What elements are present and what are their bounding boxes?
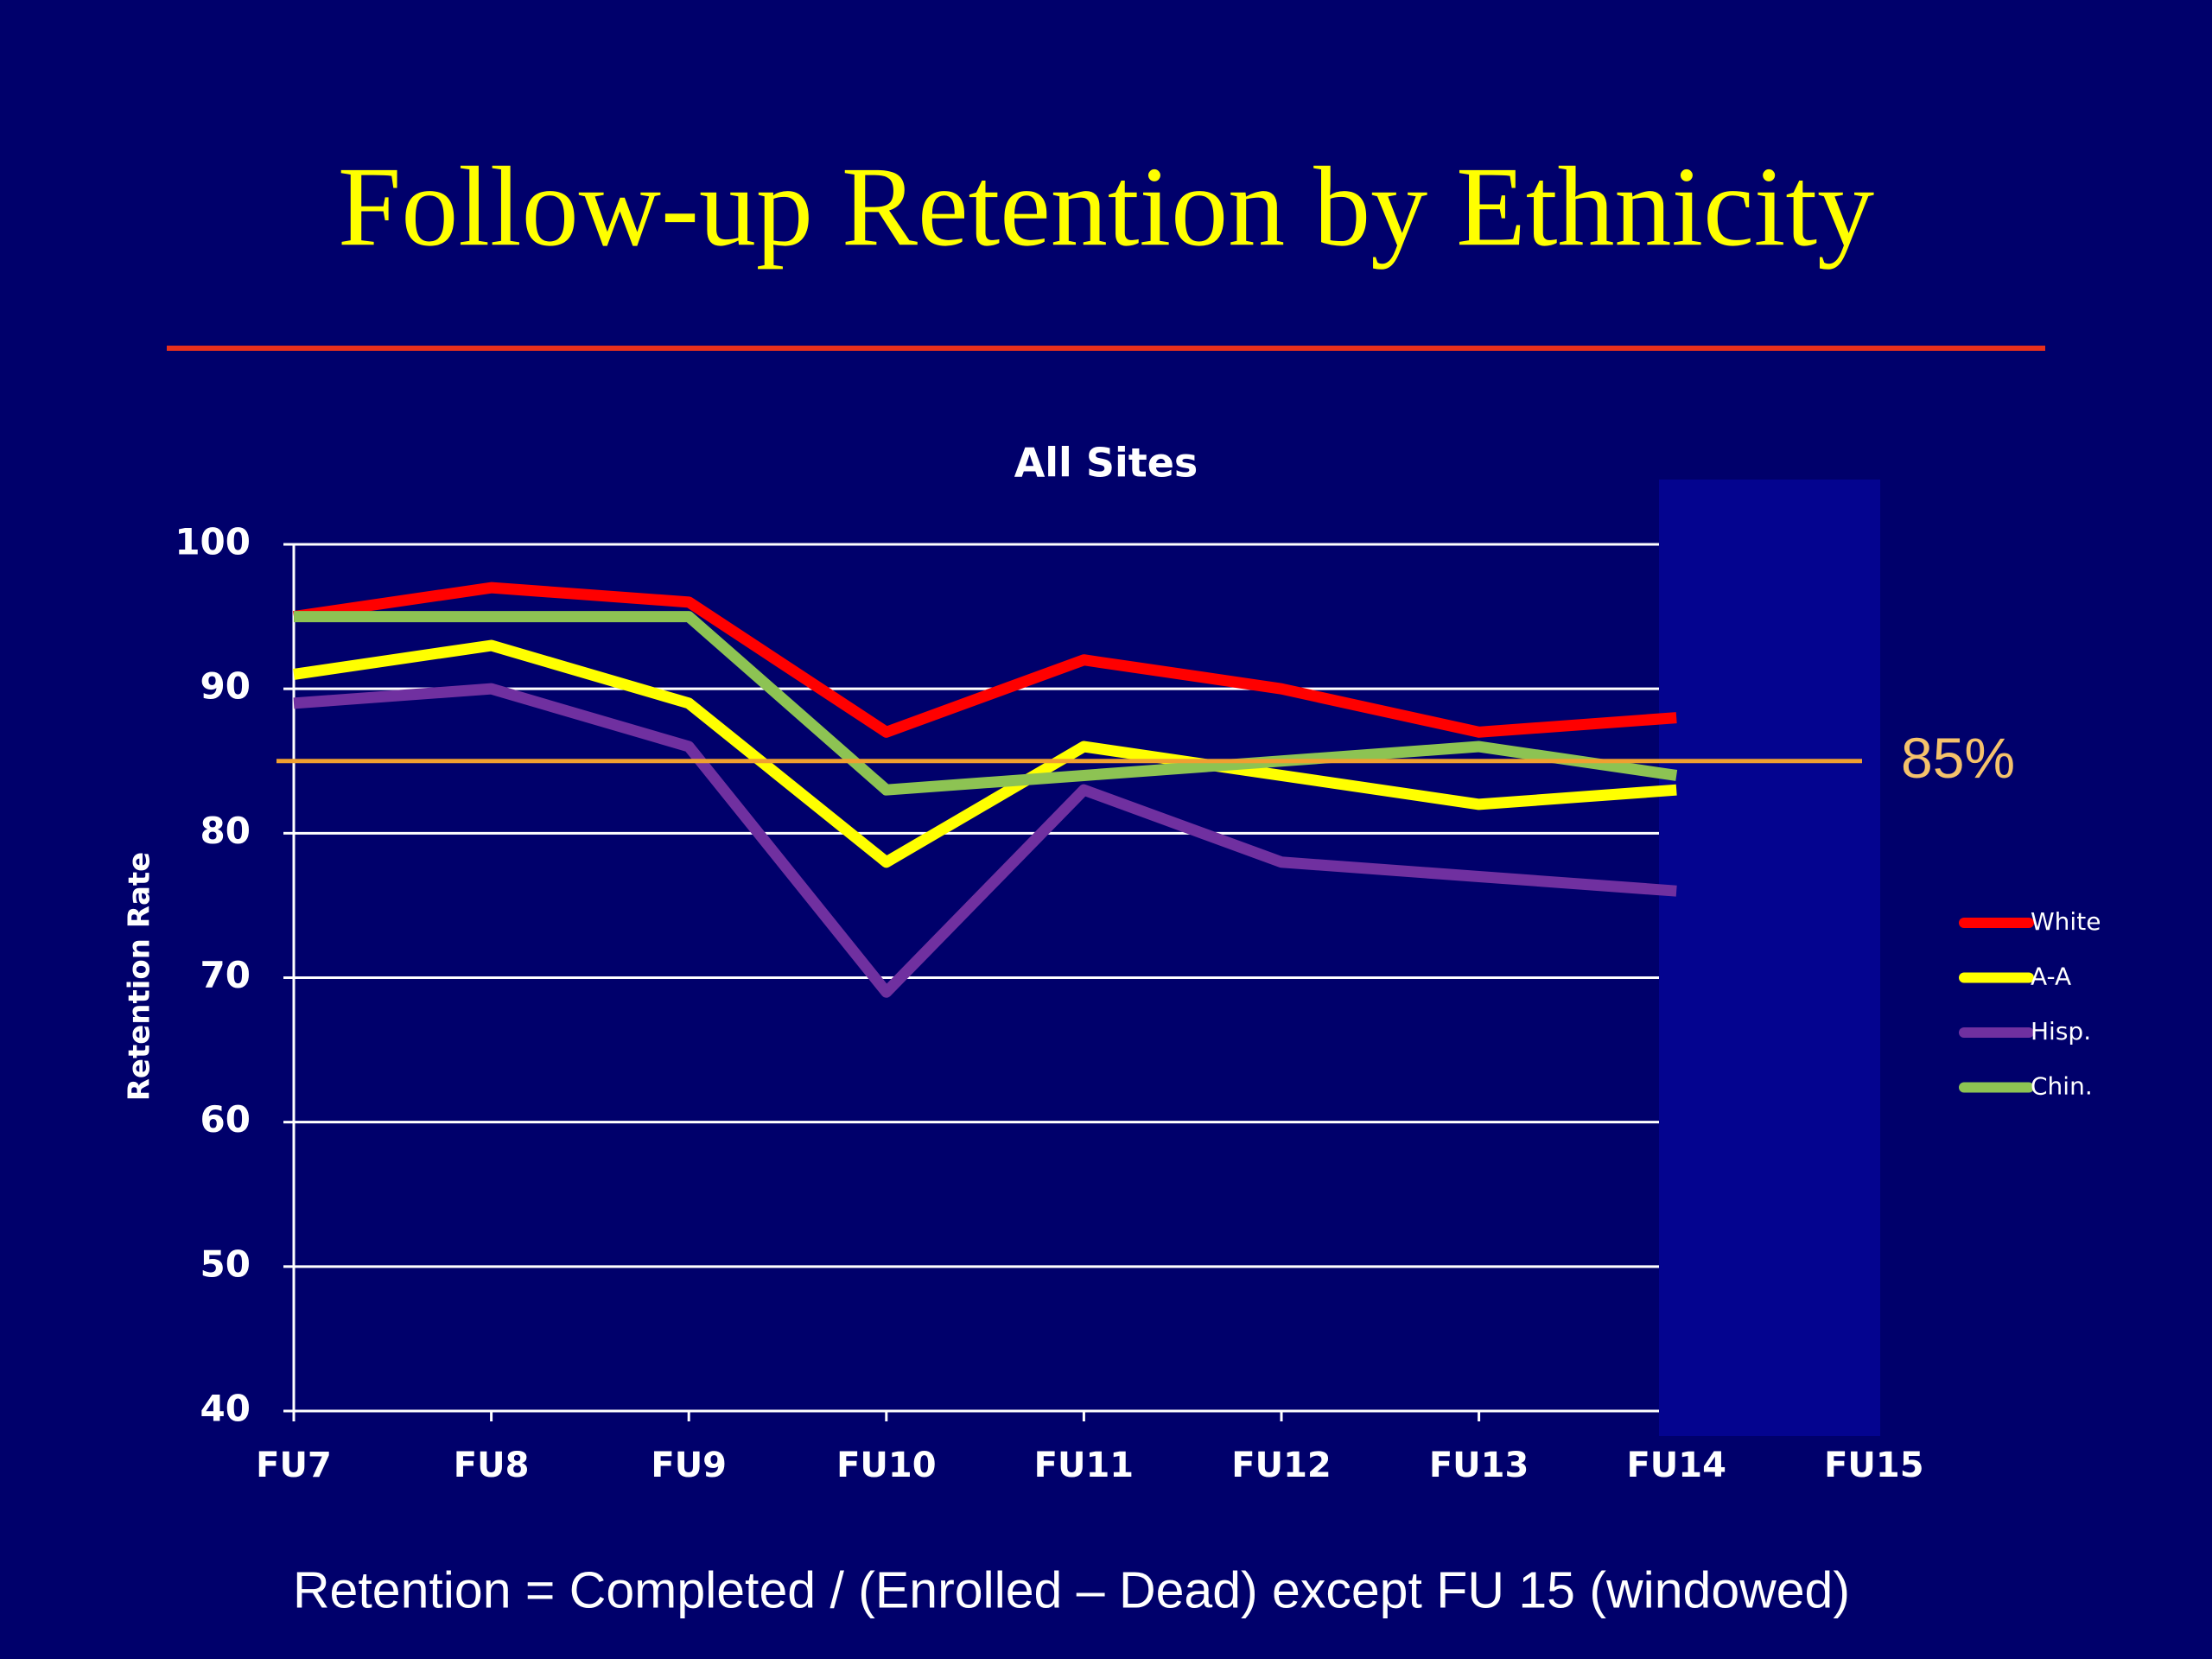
x-tick-label: FU11 (1034, 1446, 1134, 1485)
y-tick-label: 90 (200, 665, 251, 708)
y-tick-label: 60 (200, 1098, 251, 1141)
x-tick-label: FU10 (836, 1446, 936, 1485)
legend-label: Chin. (2031, 1072, 2093, 1101)
x-tick-label: FU14 (1626, 1446, 1726, 1485)
legend-label: Hisp. (2031, 1017, 2091, 1046)
series-line (293, 639, 1677, 868)
series-line (293, 582, 1677, 738)
chart-subtitle: All Sites (1014, 440, 1198, 486)
y-tick-label: 100 (175, 521, 251, 563)
slide-title: Follow-up Retention by Ethnicity (338, 143, 1874, 270)
x-tick-label: FU7 (256, 1446, 332, 1485)
x-tick-label: FU8 (454, 1446, 530, 1485)
x-tick-label: FU12 (1231, 1446, 1331, 1485)
highlight-band (1659, 480, 1880, 1436)
y-tick-label: 80 (200, 810, 251, 852)
legend-label: White (2031, 907, 2101, 936)
footnote: Retention = Completed / (Enrolled – Dead… (293, 1562, 1850, 1619)
y-tick-label: 40 (200, 1388, 251, 1430)
series-line (293, 683, 1677, 998)
x-tick-label: FU15 (1824, 1446, 1923, 1485)
y-tick-label: 50 (200, 1243, 251, 1285)
legend-label: A-A (2031, 963, 2071, 991)
x-tick-label: FU13 (1429, 1446, 1529, 1485)
y-tick-label: 70 (200, 954, 251, 996)
series-line (294, 611, 1678, 796)
y-axis-title: Retention Rate (123, 852, 157, 1102)
reference-label: 85% (1901, 726, 2015, 790)
x-tick-label: FU9 (651, 1446, 727, 1485)
